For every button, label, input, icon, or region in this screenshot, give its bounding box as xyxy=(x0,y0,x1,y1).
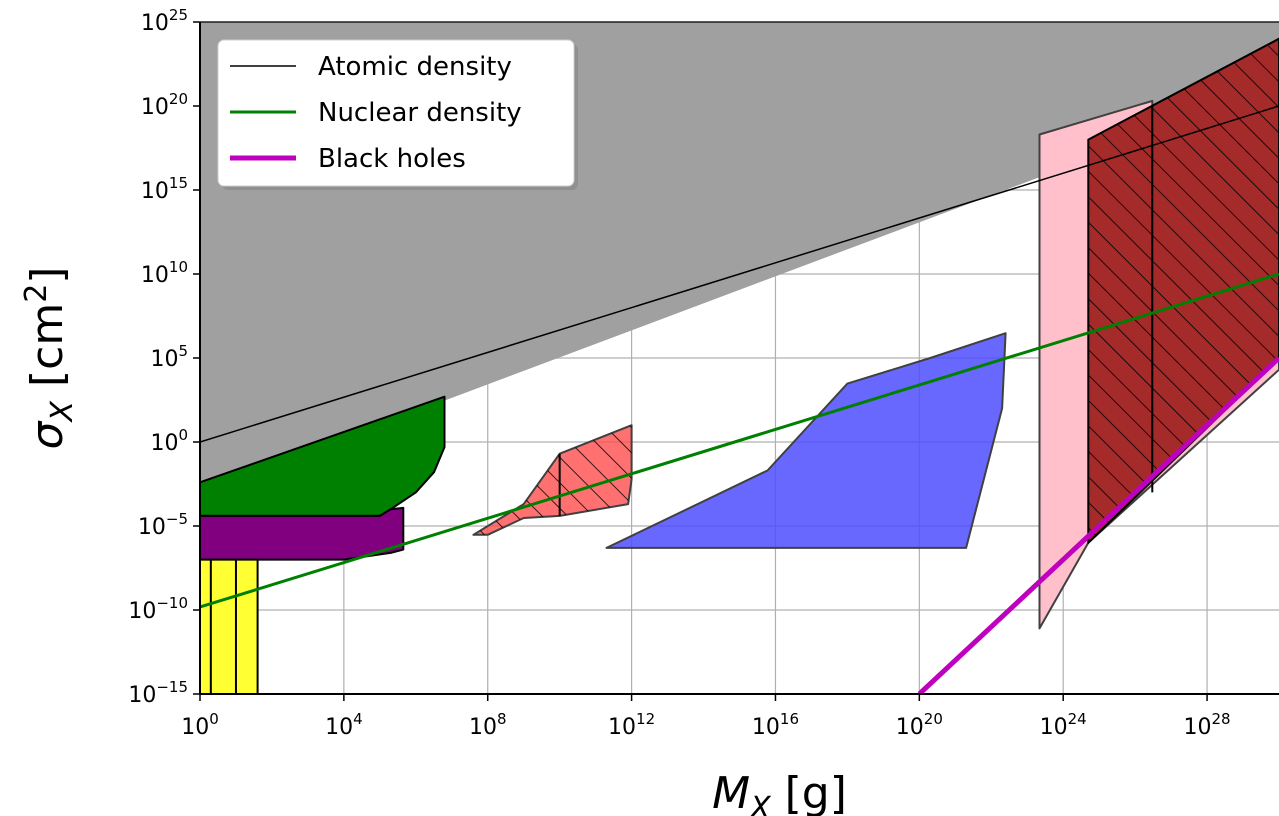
blue-region xyxy=(605,332,1007,549)
yellow-region xyxy=(200,558,259,694)
x-tick-label-7: 1028 xyxy=(1184,710,1231,740)
darkred-region-hatch xyxy=(1088,38,1279,543)
x-tick-label-3: 1012 xyxy=(608,710,655,740)
y-tick-label-8: 1025 xyxy=(141,6,188,36)
x-tick-label-5: 1020 xyxy=(896,710,943,740)
legend-box xyxy=(217,39,575,187)
y-tick-label-5: 1010 xyxy=(141,258,188,288)
legend: Atomic density Nuclear density Black holes xyxy=(217,39,578,190)
x-tick-label-0: 100 xyxy=(181,710,219,740)
y-tick-label-4: 105 xyxy=(150,342,188,372)
y-tick-label-6: 1015 xyxy=(141,174,188,204)
y-tick-label-3: 100 xyxy=(150,426,188,456)
series-line-black-holes xyxy=(917,356,1279,694)
x-axis-label: MX [g] xyxy=(712,768,847,816)
legend-label-2: Black holes xyxy=(318,144,466,174)
series-line-atomic-density xyxy=(200,105,1279,443)
red-region-hatch xyxy=(473,425,632,535)
series-lines xyxy=(200,105,1279,694)
x-tick-label-6: 1024 xyxy=(1040,710,1087,740)
purple-region xyxy=(200,506,405,561)
y-tick-label-2: 10−5 xyxy=(138,510,188,540)
tick-labels: 100 104 108 1012 1016 1020 1024 1028 10−15 10−10 1… xyxy=(128,6,1230,740)
series-line-nuclear-density xyxy=(200,272,1279,609)
y-tick-label-0: 10−15 xyxy=(128,678,188,708)
legend-label-0: Atomic density xyxy=(318,52,512,82)
y-axis-label: σX [cm2] xyxy=(19,267,80,450)
x-tick-label-2: 108 xyxy=(469,710,507,740)
y-tick-label-7: 1020 xyxy=(141,90,188,120)
axis-labels: MX [g] σX [cm2] xyxy=(19,267,847,816)
x-tick-label-1: 104 xyxy=(325,710,363,740)
y-tick-label-1: 10−10 xyxy=(128,594,188,624)
legend-label-1: Nuclear density xyxy=(318,98,522,128)
x-tick-label-4: 1016 xyxy=(752,710,799,740)
